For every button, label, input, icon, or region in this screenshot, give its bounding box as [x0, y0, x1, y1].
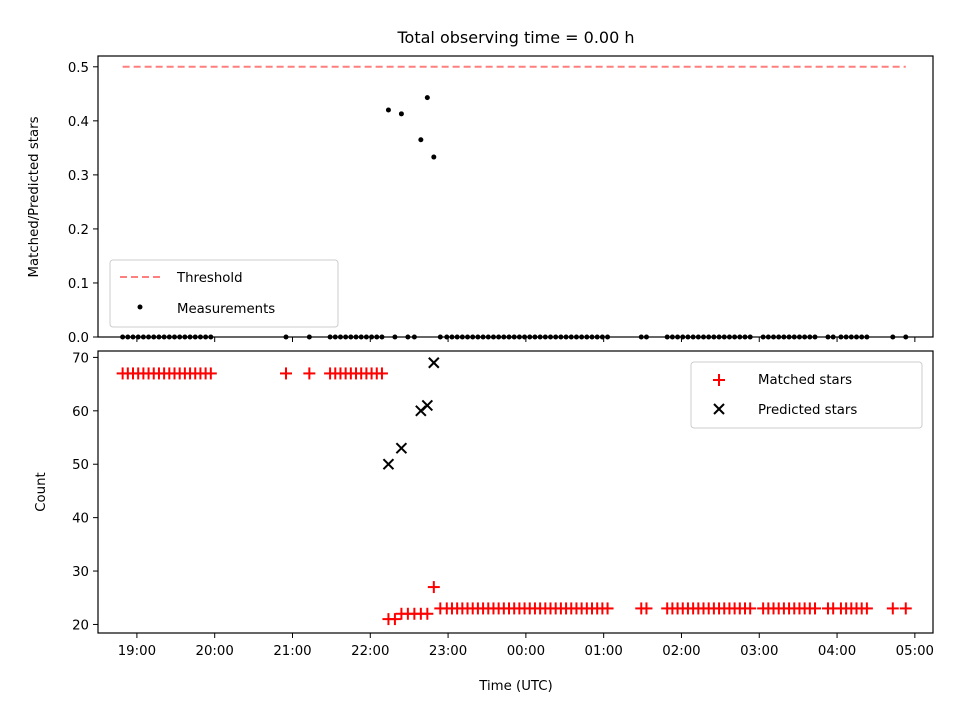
measurement-point	[398, 111, 404, 117]
x-tick-label: 19:00	[118, 644, 156, 659]
matched-star-marker	[427, 581, 440, 594]
matched-star-marker	[280, 367, 293, 380]
x-tick-label: 01:00	[585, 644, 623, 659]
top-plot-frame	[97, 55, 934, 338]
measurement-point	[424, 95, 430, 101]
y-tick-label: 30	[72, 565, 89, 580]
x-tick-label: 21:00	[273, 644, 311, 659]
top-panel: Total observing time = 0.00 h 0.00.10.20…	[27, 28, 934, 346]
bottom-plot-frame	[97, 350, 934, 634]
predicted-legend-label: Predicted stars	[758, 403, 857, 418]
matched-star-marker	[899, 602, 912, 615]
top-legend: Threshold Measurements	[109, 259, 339, 328]
y-tick-label: 50	[72, 458, 89, 473]
matched-star-marker	[860, 602, 873, 615]
matched-star-marker	[375, 367, 388, 380]
x-tick-label: 03:00	[740, 644, 778, 659]
top-legend-box	[109, 259, 339, 328]
measurement-point	[385, 107, 391, 113]
matched-star-marker	[809, 602, 822, 615]
matched-star-marker	[744, 602, 757, 615]
top-x-ticks	[136, 337, 916, 342]
top-y-axis-title: Matched/Predicted stars	[27, 116, 42, 277]
matched-legend-swatch	[713, 374, 725, 386]
predicted-star-marker	[421, 399, 434, 412]
y-tick-label: 0.1	[68, 277, 89, 292]
y-tick-label: 0.2	[68, 223, 89, 238]
y-tick-label: 0.0	[68, 331, 89, 346]
predicted-star-marker	[395, 442, 408, 454]
x-tick-label: 04:00	[818, 644, 856, 659]
y-tick-label: 40	[72, 512, 89, 527]
matched-star-marker	[204, 367, 217, 380]
bottom-legend: Matched stars Predicted stars	[690, 361, 923, 429]
top-series-layer	[120, 65, 909, 340]
measurements-legend-label: Measurements	[177, 302, 275, 317]
x-tick-label: 23:00	[429, 644, 467, 659]
x-tick-label: 20:00	[196, 644, 234, 659]
x-tick-label: 00:00	[507, 644, 545, 659]
y-tick-label: 0.4	[68, 115, 89, 130]
measurements-legend-swatch	[137, 304, 143, 310]
bottom-series-layer	[116, 357, 912, 626]
matched-star-marker	[421, 607, 434, 620]
y-tick-label: 20	[72, 618, 89, 633]
top-y-axis: 0.0 0.1 0.2 0.3 0.4 0.5	[68, 61, 98, 346]
measurement-point	[431, 154, 437, 160]
predicted-star-marker	[382, 458, 395, 470]
y-tick-label: 0.5	[68, 61, 89, 76]
y-tick-label: 60	[72, 405, 89, 420]
matched-star-marker	[640, 602, 653, 615]
bottom-panel: 20 30 40 50 60 70 19:00 20:00 21:00 22:00 23:00 00…	[34, 350, 934, 694]
matched-star-marker	[303, 367, 316, 380]
bottom-y-axis: 20 30 40 50 60 70	[72, 351, 98, 633]
x-tick-label: 22:00	[351, 644, 389, 659]
measurement-point	[418, 137, 424, 143]
threshold-legend-label: Threshold	[176, 271, 243, 286]
bottom-x-axis: 19:00 20:00 21:00 22:00 23:00 00:00 01:00 02:00…	[118, 633, 934, 659]
matched-legend-label: Matched stars	[758, 373, 852, 388]
matched-star-marker	[388, 613, 401, 626]
x-tick-label: 05:00	[896, 644, 934, 659]
y-tick-label: 0.3	[68, 169, 89, 184]
predicted-star-marker	[428, 357, 440, 369]
bottom-legend-box	[690, 361, 923, 429]
matched-star-marker	[886, 602, 899, 615]
chart-title: Total observing time = 0.00 h	[396, 28, 634, 47]
matched-star-marker	[601, 602, 614, 615]
x-tick-label: 02:00	[662, 644, 700, 659]
x-axis-title: Time (UTC)	[478, 679, 553, 694]
y-tick-label: 70	[72, 351, 89, 366]
predicted-legend-swatch	[713, 403, 725, 415]
bottom-y-axis-title: Count	[34, 472, 49, 512]
